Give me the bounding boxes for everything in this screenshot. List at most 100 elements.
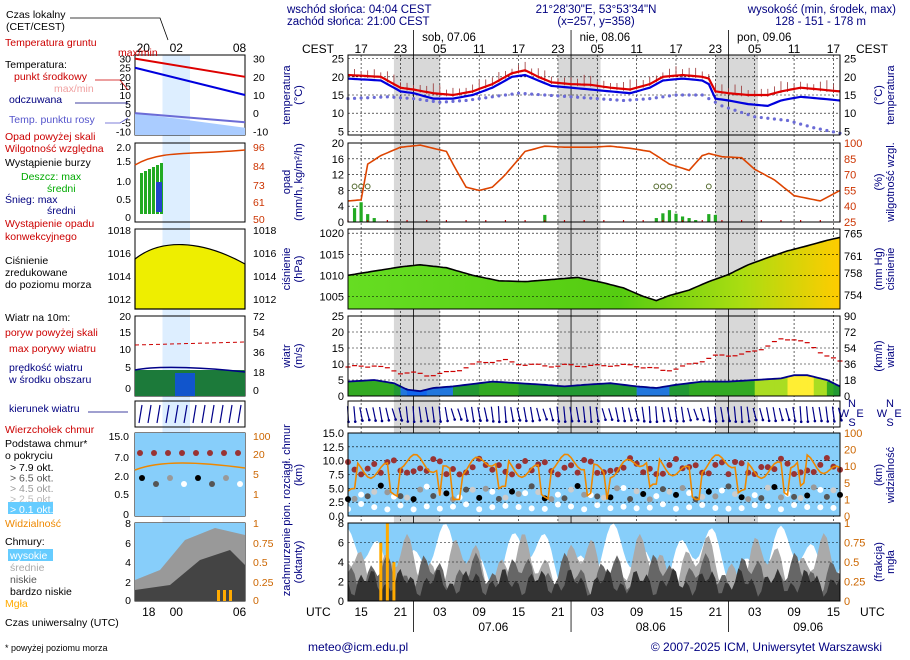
wind-speed-bar [544,385,552,396]
fog-bar [385,523,389,601]
cloud-base-dot [600,494,607,501]
date-bottom: 07.06 [478,620,508,634]
tick-label-left: 20 [332,327,344,339]
wind-arrow-head [774,419,777,423]
axis-title-line: pion. rozciągł. chmur [281,424,293,526]
legend-pressure-tick: 1014 [108,271,132,283]
dew-point-dot [799,122,803,126]
cloud-base-dot-low [423,503,430,510]
cloud-base-dot [502,494,509,501]
utc-tick: 15 [512,605,526,619]
legend-cloud-base-sub: o pokryciu [5,450,53,462]
legend-wind-dir: kierunek wiatru [9,403,80,415]
legend-cloudbase-tick: 0 [123,509,129,521]
legend-cloudtop-dot [165,450,171,456]
cloud-base-dot [666,488,673,495]
wind-arrow [529,406,534,422]
legend-wind-arrow [183,404,188,424]
cloud-base-dot [358,491,365,498]
legend-storm: Wystąpienie burzy [5,157,91,169]
axis-title-line: wiatr [885,344,897,369]
wind-speed-bar [794,375,802,396]
legend-temp-tick: -10 [116,126,131,138]
legend-cloudbase-tick: 15.0 [109,431,130,443]
precip-axis-title-right: (%) wilgotność wzgl. [873,142,897,222]
visibility-tick: 0 [844,511,850,523]
wind-speed-bar [669,385,677,396]
dew-point-dot [635,97,639,102]
cest-tick: 11 [630,42,643,56]
legend-cloudbase-tick: 7.0 [114,452,129,464]
dew-point-dot [372,95,376,100]
tick-label-left: 4 [338,201,344,213]
wind-arrow-head [426,419,430,423]
cloud-top-dot [469,464,476,471]
cloud-top-dot [673,455,679,462]
legend-precip-above: Opad powyżej skali [5,131,95,143]
wind-arrow-head [728,419,731,423]
wind-arrow [785,407,790,421]
tick-label-left: 0 [338,596,344,608]
cest-tick: 05 [748,42,762,56]
wind-panel-frame [347,315,841,397]
visibility-tick: 5 [844,478,850,490]
tick-label-left: 0 [338,391,344,403]
tick-label-left: 5.0 [329,483,344,495]
cloud-top-dot [666,461,673,468]
tick-label-left: 16 [332,154,344,166]
wind-speed-bar [728,381,736,396]
dew-point-dot [457,99,462,103]
cloud-base-dot [725,483,732,490]
wind-speed-bar [689,382,697,396]
cloud-base-dot [791,493,798,500]
wind-arrow [765,407,770,421]
visibility-line [347,453,841,501]
legend-snow-max: Śnieg: max [5,193,58,206]
wind-arrow-head [623,419,627,423]
cloud-base-dot [738,494,745,501]
wind-speed-bar [590,384,598,396]
cloud-top-dot [705,470,712,477]
wind-speed-bar [662,386,670,396]
legend-pressure-tick-right: 1016 [253,248,277,260]
cloud-top-dot [817,461,824,468]
wind-speed-bar [439,387,447,396]
clouds-axis-title-right: (frakcja) mgła [873,542,897,582]
legend-cloudbase-dot [181,481,187,487]
wind-arrow [516,407,521,421]
cloud-base-dot-low [358,501,365,508]
wind-arrow-head [721,419,725,423]
legend-wind-tick: 15 [119,327,131,339]
dew-point-dot [595,97,599,101]
tick-label-right: 36 [844,359,856,371]
tick-label-right: 0 [844,391,850,403]
wind-arrow [542,408,548,420]
wind-speed-bar [826,381,834,396]
legend-cloudbase-dot [153,481,159,487]
dew-point-dot [562,94,567,98]
cloud-base-dot-low [817,504,824,511]
cloud-top-dot [509,471,515,478]
utc-tick: 21 [551,605,565,619]
dew-point-dot [740,110,744,115]
legend-precip-tick: 1.0 [116,176,131,188]
wind-arrow [412,406,415,422]
storm-marker [705,183,712,190]
wind-arrow-head [563,420,567,423]
wind-speed-bar [433,387,441,396]
axis-title-line: (km/h) [873,340,885,371]
cloud-top-dot [777,455,784,462]
cloud-base-dot [476,494,483,501]
cloud-top-dot [607,467,614,474]
legend-cloud-base: Podstawa chmur* [5,438,87,450]
wind-arrow [713,406,717,422]
cloud-base-dot [594,493,601,500]
precip-axis-title-left: opad (mm/h, kg/m²/h) [281,143,305,221]
cloud-top-dot [358,471,365,478]
rain-bar [687,218,691,222]
cloud-base-dot-low [436,505,443,512]
wind-arrow-head [682,419,685,423]
wind-arrow [549,407,554,421]
wind-arrow [444,406,449,422]
wind-arrow-head [799,420,803,424]
